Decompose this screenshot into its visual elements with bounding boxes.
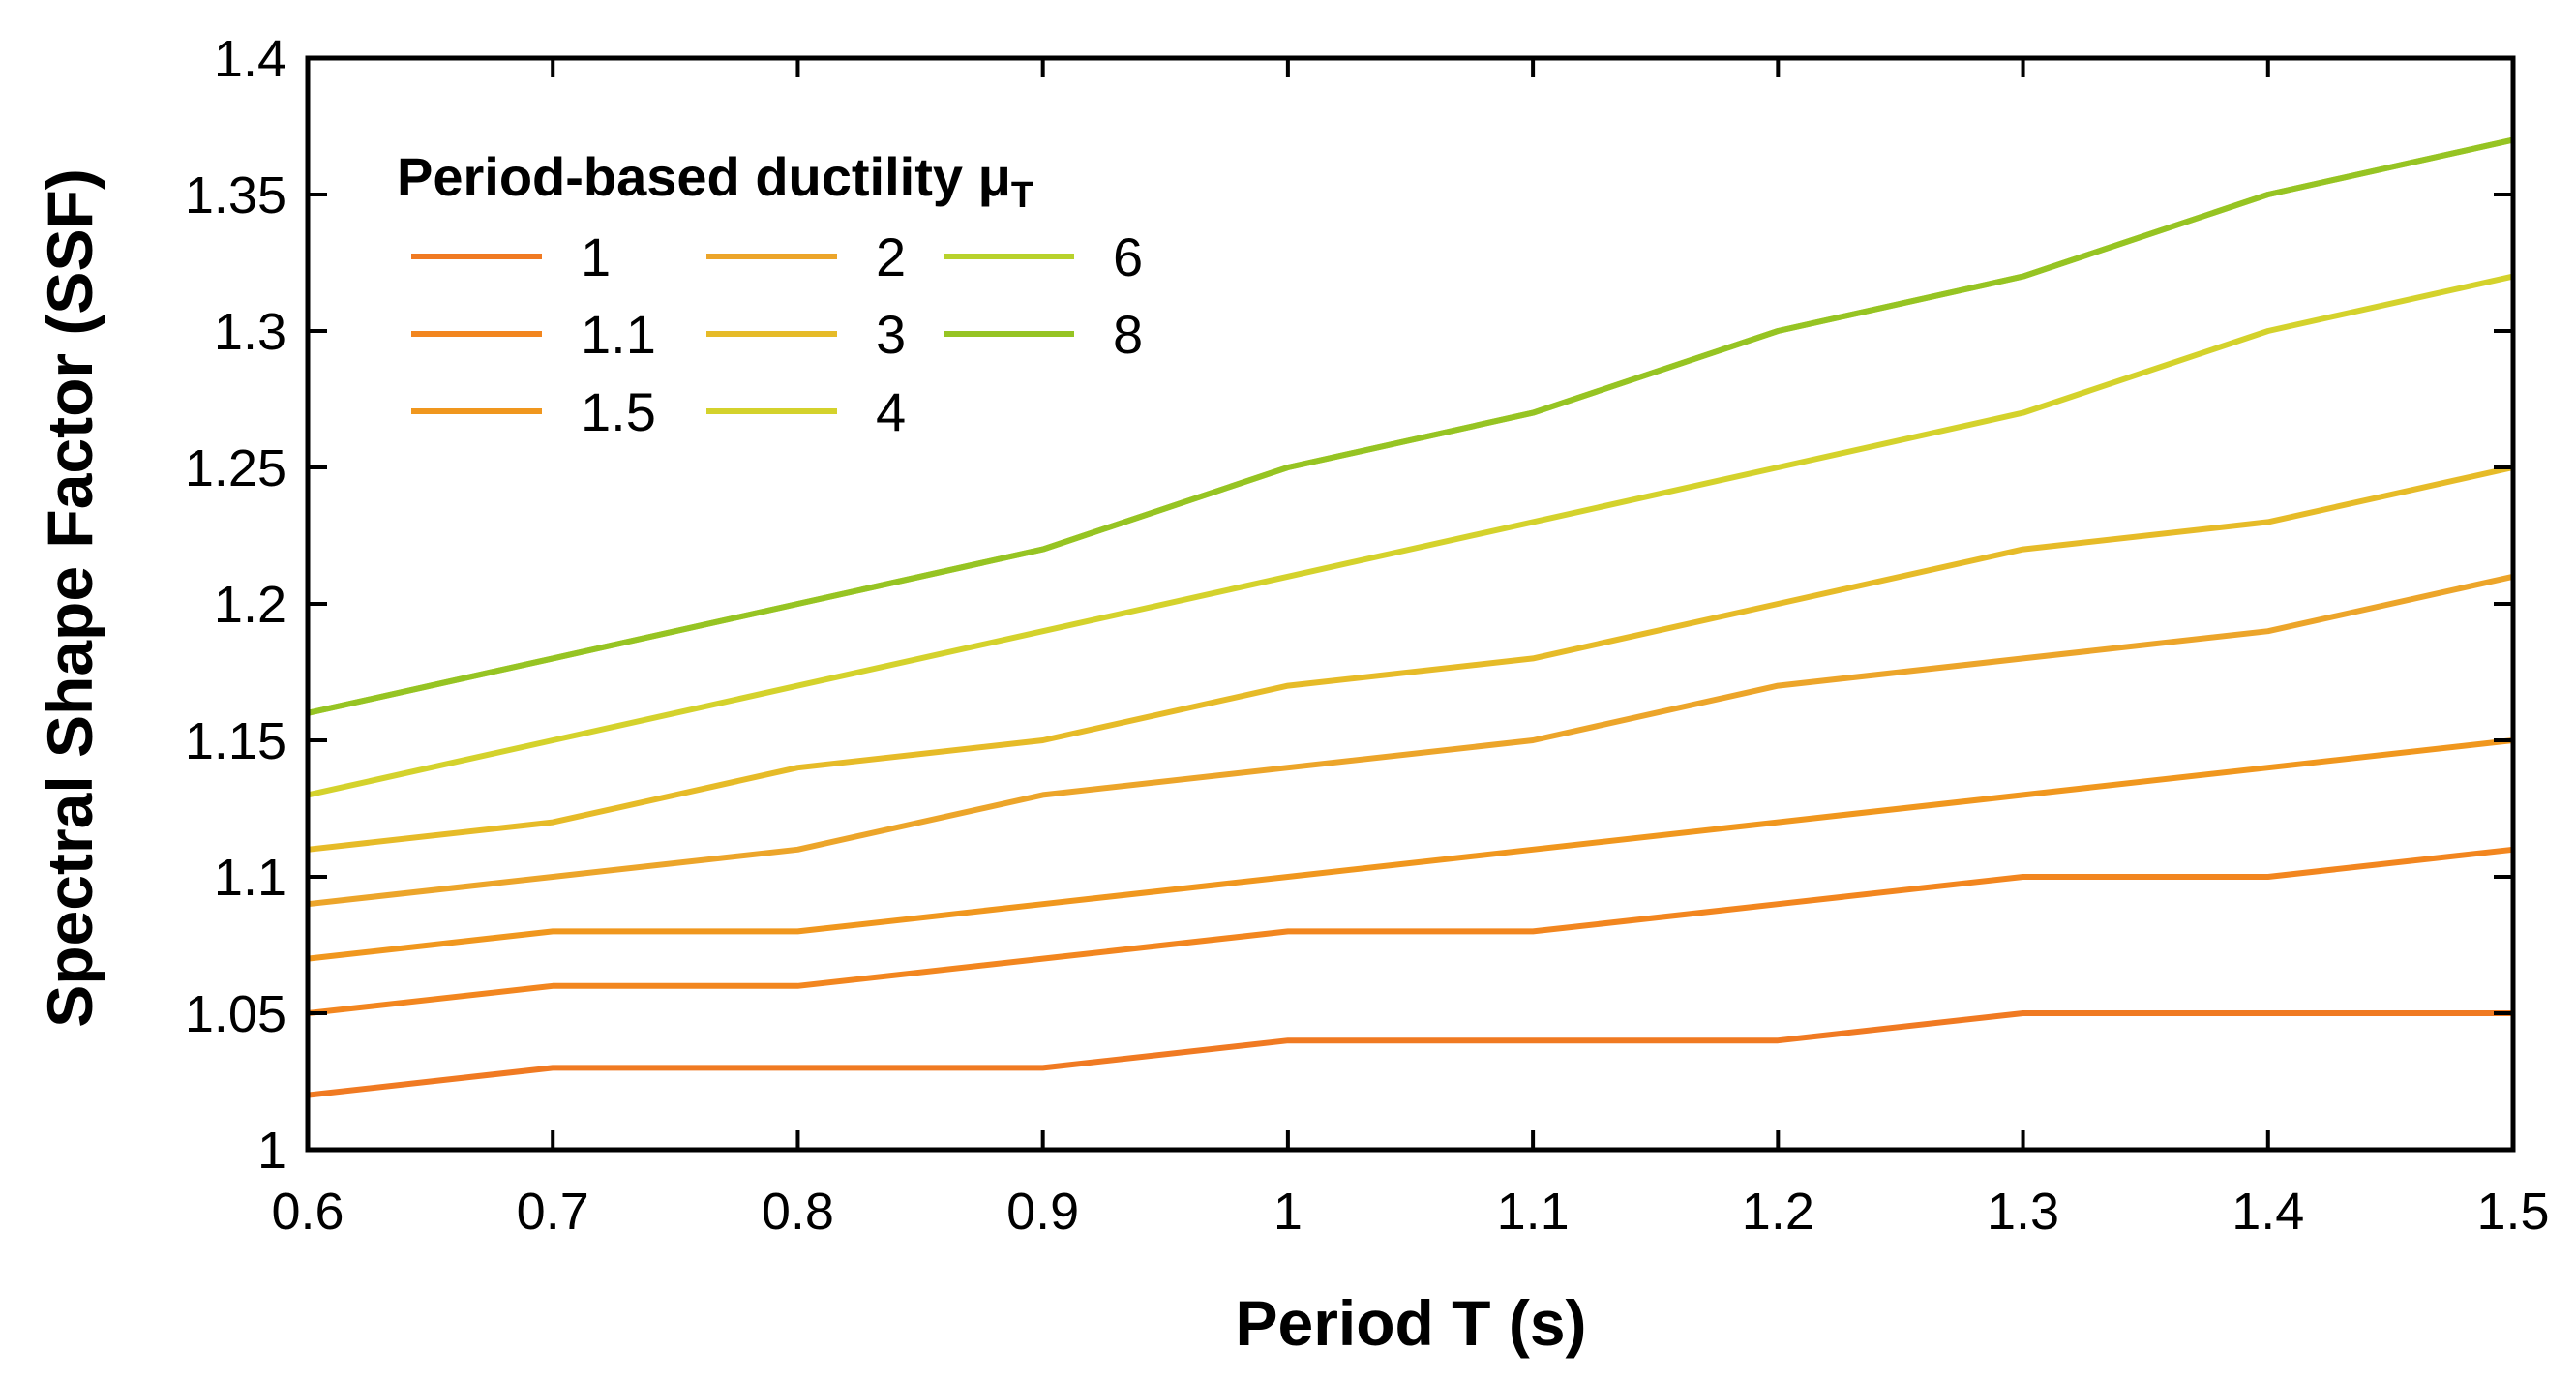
x-tick-label: 0.9 [1006,1183,1079,1241]
y-tick-label: 1.2 [214,576,286,634]
series-line-1.1 [307,846,2514,1016]
legend: Period-based ductility μT 1 1.1 1.5 2 3 4 6 8 [397,146,1143,442]
series-line-2 [307,573,2514,908]
series-layer [307,136,2514,1098]
y-tick-label: 1 [257,1122,286,1180]
x-tick-label: 1.1 [1497,1183,1570,1241]
legend-label-2: 2 [876,226,906,287]
y-tick-label: 1.25 [185,439,286,497]
legend-label-1.1: 1.1 [581,304,656,365]
series-line-1 [307,1010,2513,1098]
legend-title-main: Period-based ductility [397,146,978,207]
series-line-4 [307,273,2514,798]
tick-labels: 0.6 0.7 0.8 0.9 1 1.1 1.2 1.3 1.4 1.5 1 1.05 1.1 1.15… [185,30,2550,1241]
series-line-8 [307,136,2514,716]
x-tick-label: 1.5 [2476,1183,2549,1241]
y-tick-label: 1.3 [214,303,286,361]
y-tick-label: 1.35 [185,166,286,225]
x-tick-label: 1.2 [1742,1183,1814,1241]
series-line-1.5 [307,737,2514,962]
legend-title-mu: μ [978,146,1011,207]
x-tick-label: 0.8 [762,1183,834,1241]
y-axis-label: Spectral Shape Factor (SSF) [34,168,105,1028]
legend-label-6: 6 [1113,226,1143,287]
x-tick-label: 1.3 [1987,1183,2059,1241]
axis-ticks [306,56,2515,1152]
x-axis-label: Period T (s) [1235,1287,1586,1359]
y-tick-label: 1.15 [185,712,286,770]
legend-label-1: 1 [581,226,611,287]
y-tick-label: 1.4 [214,30,286,88]
legend-label-1.5: 1.5 [581,381,656,442]
x-tick-label: 0.7 [517,1183,589,1241]
legend-label-8: 8 [1113,304,1143,365]
y-tick-label: 1.1 [214,849,286,907]
x-tick-label: 0.6 [271,1183,344,1241]
x-tick-label: 1 [1273,1183,1303,1241]
x-tick-label: 1.4 [2232,1183,2304,1241]
legend-title: Period-based ductility μT [397,146,1033,216]
legend-label-3: 3 [876,304,906,365]
series-line-3 [307,465,2514,853]
legend-entries: 1 1.1 1.5 2 3 4 6 8 [411,226,1143,442]
y-tick-label: 1.05 [185,985,286,1043]
legend-label-4: 4 [876,381,906,442]
legend-title-subscript: T [1011,175,1033,216]
